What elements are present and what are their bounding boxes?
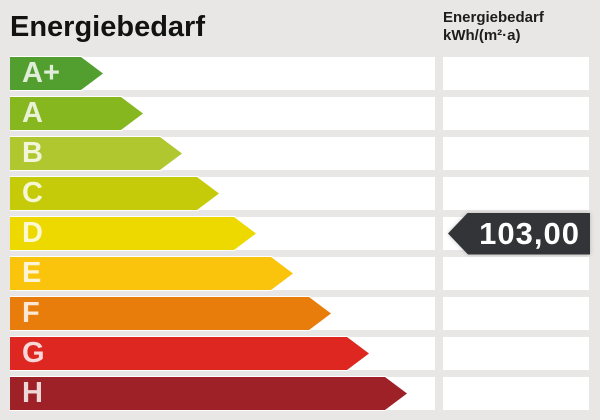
band-arrow-b: B [10,137,182,170]
unit-label: Energiebedarf kWh/(m²·a) [443,9,544,45]
value-text: 103,00 [479,215,580,251]
unit-label-line2: kWh/(m²·a) [443,27,521,44]
scale-value-cell [443,377,589,410]
band-arrow-aplus: A+ [10,57,103,90]
band-letter: G [22,337,45,369]
band-arrow-shape: A+ [10,57,103,90]
band-arrow-shape: D [10,217,256,250]
unit-label-line1: Energiebedarf [443,9,544,26]
scale-value-cell [443,337,589,370]
band-letter: A+ [22,57,60,89]
band-letter: B [22,137,43,169]
band-arrow-a: A [10,97,143,130]
scale-value-cell [443,137,589,170]
band-arrow-c: C [10,177,219,210]
band-arrow-shape: G [10,337,369,370]
band-letter: A [22,97,43,129]
value-marker-arrow: 103,00 [448,212,590,255]
band-arrow-shape: C [10,177,219,210]
band-letter: F [22,297,40,329]
band-arrow-shape: B [10,137,182,170]
band-arrow-d: D [10,217,256,250]
scale-value-cell [443,257,589,290]
band-arrow-shape: H [10,377,407,410]
band-letter: H [22,377,43,409]
band-arrow-shape: E [10,257,293,290]
band-letter: C [22,177,43,209]
scale-value-cell [443,97,589,130]
value-marker: 103,00 [448,212,590,255]
band-arrow-h: H [10,377,407,410]
band-letter: D [22,217,43,249]
scale-value-cell [443,57,589,90]
band-arrow-g: G [10,337,369,370]
band-letter: E [22,257,42,289]
band-arrow-shape: F [10,297,331,330]
band-arrow-f: F [10,297,331,330]
scale-value-cell [443,177,589,210]
band-arrow-shape: A [10,97,143,130]
band-arrow-e: E [10,257,293,290]
scale-value-cell [443,297,589,330]
page-title: Energiebedarf [10,11,205,43]
